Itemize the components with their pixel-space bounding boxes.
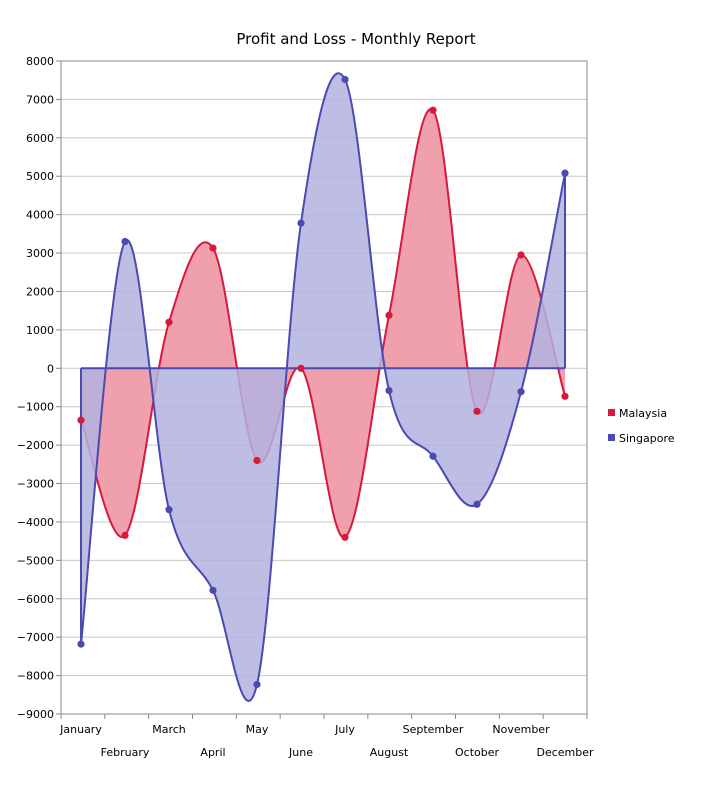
data-point-malaysia-september[interactable]	[429, 106, 437, 114]
x-tick-label-august: August	[370, 746, 409, 759]
y-tick-label: 2000	[26, 285, 54, 298]
data-point-singapore-june[interactable]	[297, 219, 305, 227]
y-tick-label: 4000	[26, 209, 54, 222]
x-tick-label-march: March	[152, 723, 186, 736]
axes: 8000 7000 6000 5000 4000 3000 2000 1000 0 −1000 −2…	[17, 55, 594, 759]
x-tick-label-september: September	[403, 723, 464, 736]
y-tick-label: 3000	[26, 247, 54, 260]
y-tick-label: 1000	[26, 324, 54, 337]
y-tick-label: −1000	[17, 401, 54, 414]
x-tick-label-june: June	[288, 746, 313, 759]
y-tick-label: −8000	[17, 670, 54, 683]
x-tick-label-may: May	[246, 723, 269, 736]
data-point-singapore-february[interactable]	[121, 237, 129, 246]
data-point-malaysia-october[interactable]	[473, 407, 481, 415]
data-point-singapore-august[interactable]	[385, 386, 393, 395]
legend-swatch-singapore	[608, 434, 615, 441]
y-tick-label: 5000	[26, 170, 54, 183]
data-point-singapore-may[interactable]	[253, 680, 261, 689]
data-points	[77, 75, 569, 689]
data-point-malaysia-april[interactable]	[209, 244, 217, 252]
data-point-malaysia-august[interactable]	[385, 311, 393, 319]
data-point-malaysia-june[interactable]	[297, 364, 305, 372]
legend-swatch-malaysia	[608, 409, 615, 416]
y-tick-label: 6000	[26, 132, 54, 145]
data-point-malaysia-november[interactable]	[517, 251, 525, 259]
series-areas	[80, 72, 566, 702]
x-tick-label-january: January	[59, 723, 102, 736]
y-tick-label: −3000	[17, 478, 54, 491]
y-tick-label: 7000	[26, 93, 54, 106]
data-point-malaysia-july[interactable]	[341, 533, 349, 541]
x-tick-label-april: April	[200, 746, 225, 759]
y-tick-label: −5000	[17, 554, 54, 567]
data-point-malaysia-march[interactable]	[165, 318, 173, 326]
data-point-singapore-april[interactable]	[209, 586, 217, 594]
x-tick-label-july: July	[334, 723, 355, 736]
data-point-singapore-september[interactable]	[429, 452, 437, 460]
x-tick-label-february: February	[101, 746, 150, 759]
data-point-singapore-november[interactable]	[517, 388, 525, 396]
data-point-singapore-july[interactable]	[341, 75, 349, 84]
data-point-singapore-december[interactable]	[561, 169, 569, 177]
y-tick-label: −7000	[17, 631, 54, 644]
y-tick-label: 0	[47, 362, 54, 375]
legend: Malaysia Singapore	[608, 407, 675, 445]
area-fill-malaysia	[81, 108, 565, 538]
y-tick-label: 8000	[26, 55, 54, 68]
data-point-malaysia-january[interactable]	[77, 416, 85, 424]
data-point-singapore-march[interactable]	[165, 506, 173, 514]
y-tick-label: −2000	[17, 439, 54, 452]
data-point-malaysia-december[interactable]	[561, 392, 569, 400]
chart-title: Profit and Loss - Monthly Report	[236, 30, 475, 48]
legend-label-malaysia: Malaysia	[619, 407, 667, 420]
area-fill-singapore	[81, 73, 565, 701]
data-point-singapore-october[interactable]	[473, 500, 481, 508]
x-tick-label-november: November	[492, 723, 550, 736]
legend-label-singapore: Singapore	[619, 432, 675, 445]
y-tick-label: −9000	[17, 708, 54, 721]
x-tick-label-december: December	[536, 746, 594, 759]
data-point-malaysia-february[interactable]	[121, 531, 129, 539]
data-point-singapore-january[interactable]	[77, 640, 85, 648]
y-tick-label: −4000	[17, 516, 54, 529]
data-point-malaysia-may[interactable]	[253, 456, 261, 465]
x-tick-label-october: October	[455, 746, 499, 759]
y-tick-label: −6000	[17, 593, 54, 606]
